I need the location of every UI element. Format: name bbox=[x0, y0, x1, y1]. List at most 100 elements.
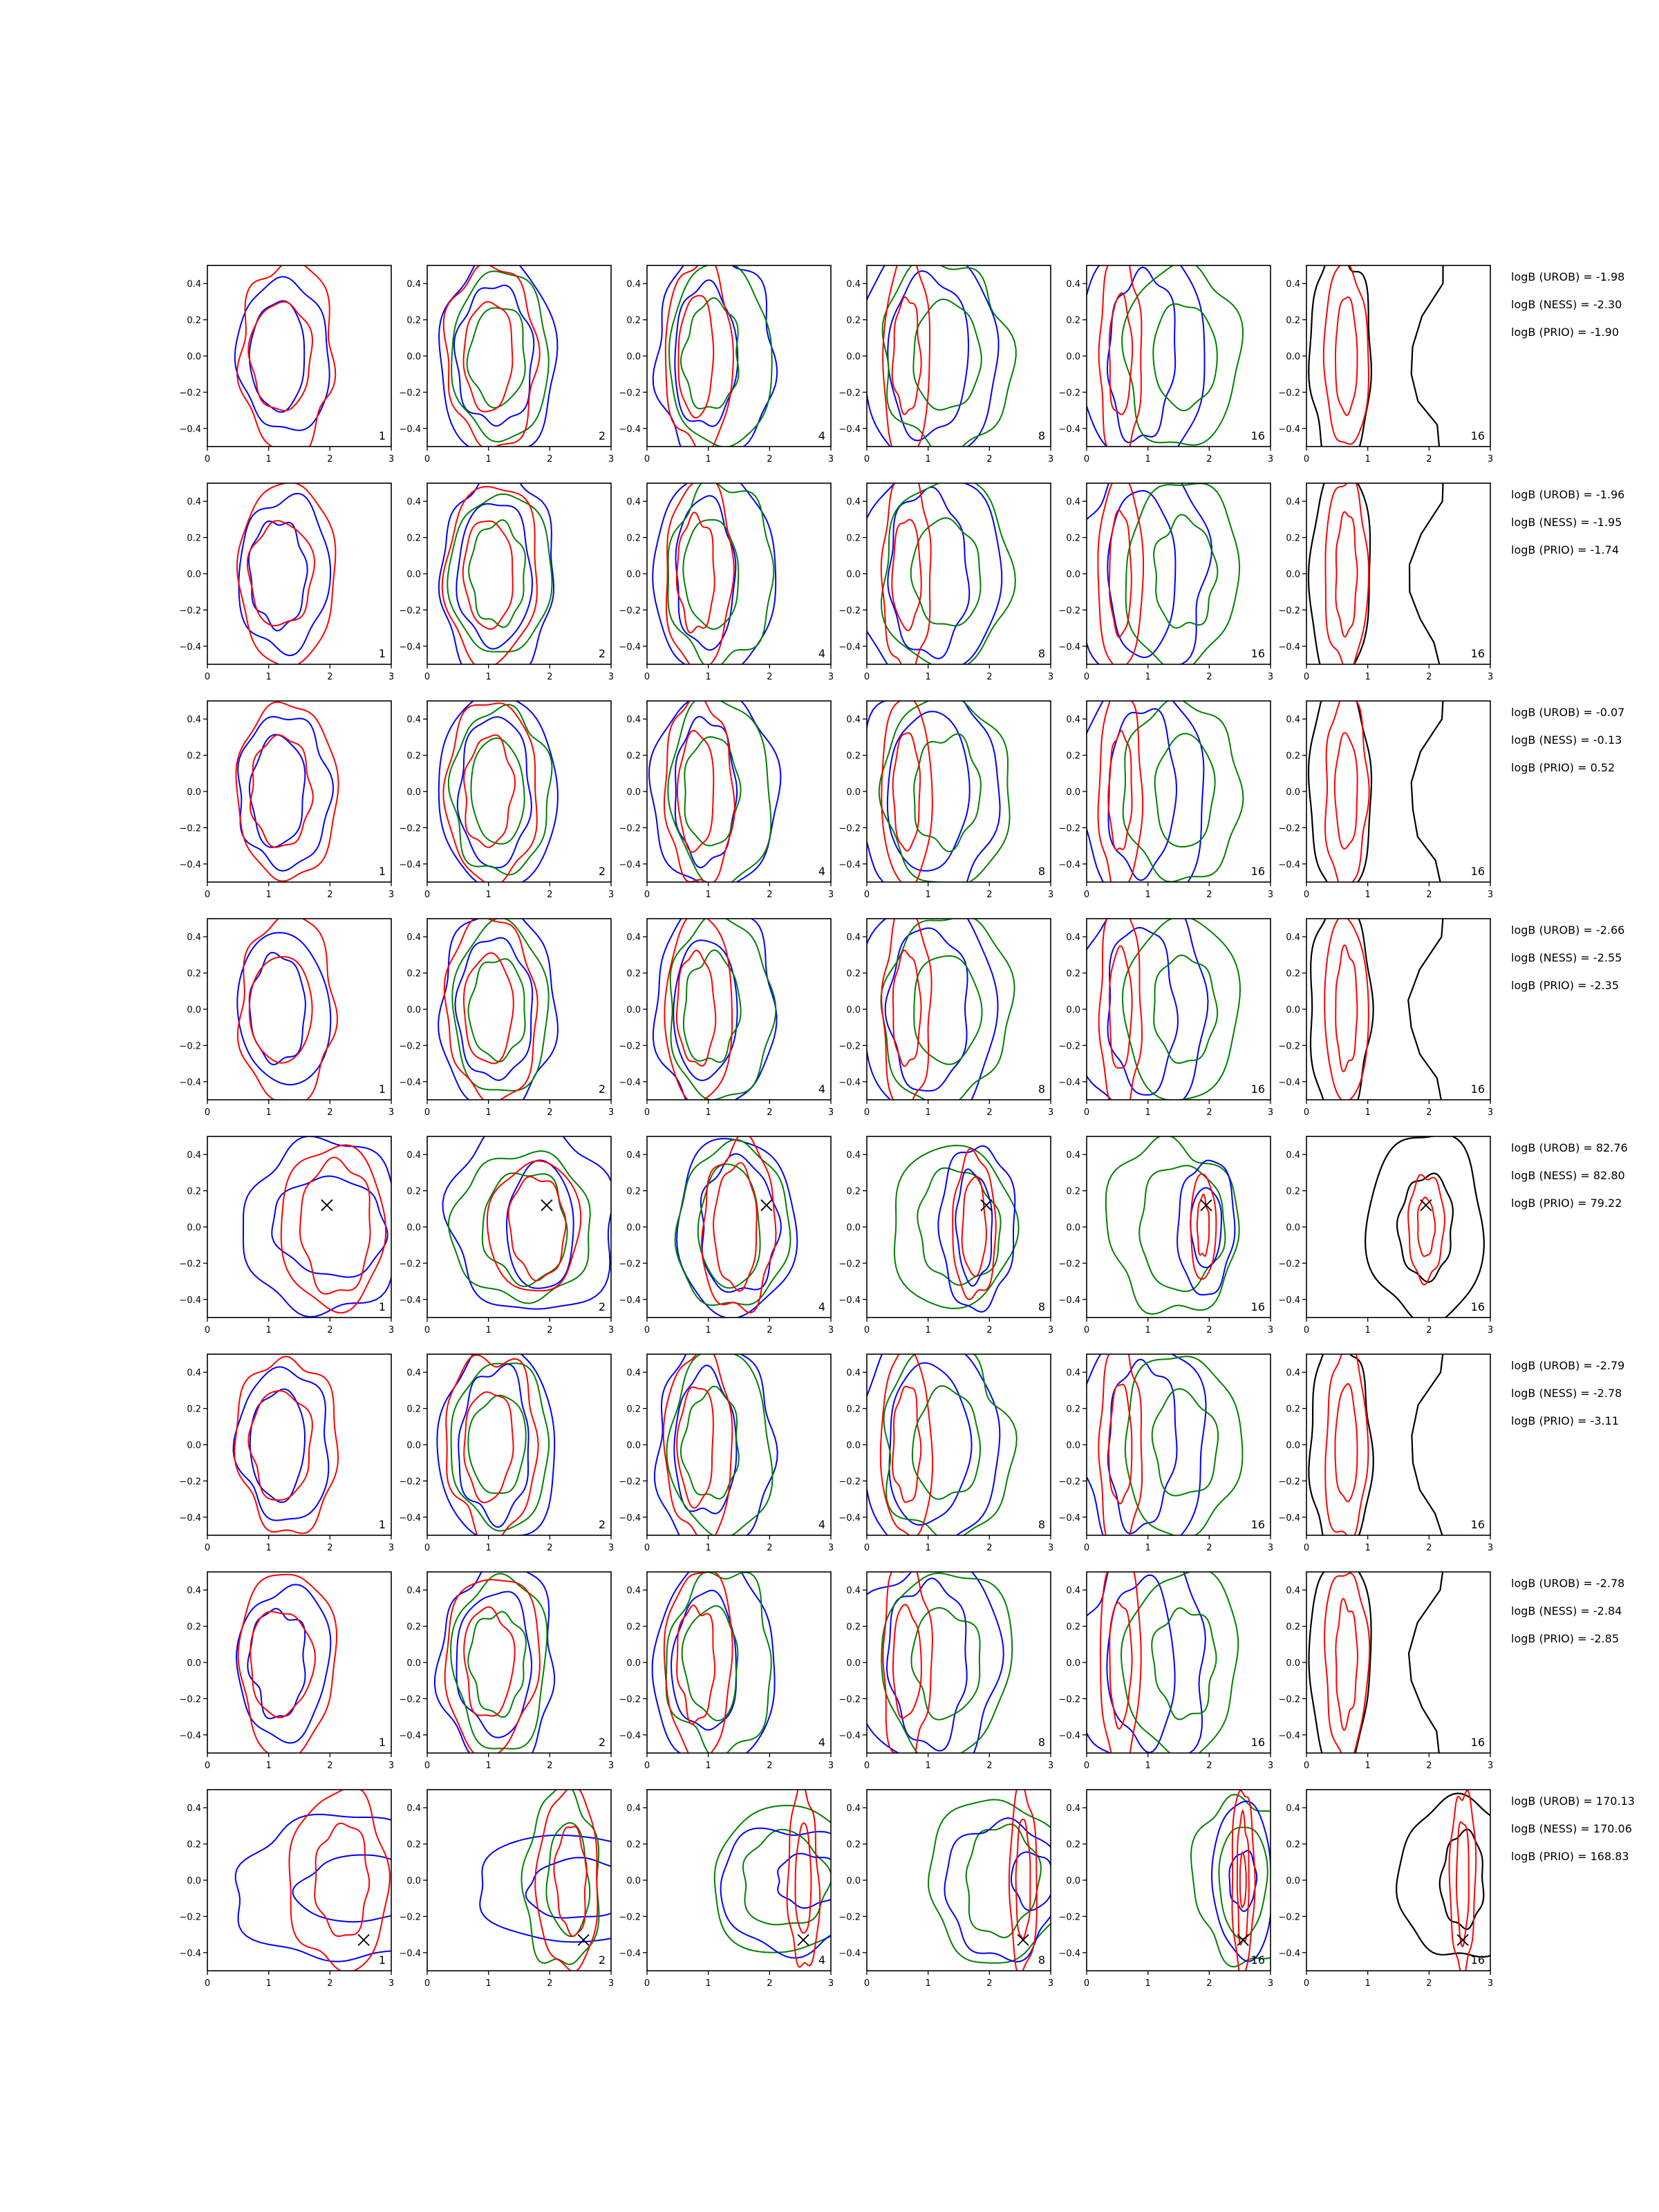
contour-group bbox=[867, 919, 1015, 1100]
contour-line bbox=[1335, 1597, 1358, 1732]
contour-line bbox=[1151, 1388, 1219, 1497]
y-tick-label: 0.4 bbox=[406, 279, 421, 290]
contour-group bbox=[867, 701, 1011, 882]
contour-line bbox=[884, 927, 968, 1092]
panel-number-label: 1 bbox=[379, 1082, 386, 1096]
y-tick-label: −0.2 bbox=[1058, 388, 1080, 398]
contour-line bbox=[961, 1176, 987, 1277]
y-tick-label: 0.2 bbox=[406, 1840, 421, 1850]
contour-line bbox=[458, 1363, 529, 1528]
x-tick-label: 3 bbox=[1048, 1543, 1053, 1553]
x-tick-label: 3 bbox=[608, 1325, 614, 1335]
contour-line bbox=[232, 1366, 330, 1521]
contour-group bbox=[867, 1572, 1013, 1753]
contour-line bbox=[944, 1817, 1051, 1963]
y-tick-label: 0.0 bbox=[1286, 1876, 1300, 1886]
y-tick-label: −0.2 bbox=[838, 1477, 861, 1487]
contour-group bbox=[652, 265, 778, 447]
panel-number-label: 4 bbox=[818, 1082, 825, 1096]
y-tick-label: −0.2 bbox=[619, 606, 641, 616]
contour-group bbox=[438, 919, 559, 1100]
x-tick-label: 0 bbox=[644, 1761, 650, 1771]
x-tick-label: 0 bbox=[644, 1543, 650, 1553]
contour-line bbox=[442, 265, 541, 447]
y-tick-label: −0.4 bbox=[179, 1078, 201, 1088]
panel-r2-c2: 0.4 0.2 0.0 −0.2 −0.4 0 1 2 3 2 bbox=[399, 482, 614, 682]
contour-line bbox=[249, 734, 314, 848]
x-tick-label: 0 bbox=[1084, 1543, 1089, 1553]
panel-r1-c3: 0.4 0.2 0.0 −0.2 −0.4 0 1 2 3 4 bbox=[619, 265, 834, 465]
y-tick-label: −0.4 bbox=[838, 1078, 861, 1088]
x-tick-label: 3 bbox=[388, 1107, 394, 1118]
panel-r8-c1: 0.40.20.0−0.2−0.40 1 2 31 bbox=[179, 1789, 394, 1989]
contour-line bbox=[667, 483, 775, 664]
y-tick-label: 0.0 bbox=[187, 570, 201, 580]
x-tick-label: 2 bbox=[547, 1978, 552, 1989]
panel-number-label: 1 bbox=[379, 1300, 386, 1313]
contour-line bbox=[892, 1604, 922, 1719]
axes-frame bbox=[646, 700, 832, 883]
x-tick-label: 0 bbox=[1304, 672, 1309, 682]
x-tick-label: 0 bbox=[1304, 890, 1309, 900]
x-tick-label: 3 bbox=[828, 1107, 834, 1118]
y-tick-label: 0.0 bbox=[406, 1005, 421, 1015]
y-tick-label: 0.2 bbox=[846, 1622, 861, 1633]
axes-frame bbox=[1086, 265, 1271, 447]
contour-group bbox=[1308, 1354, 1444, 1535]
contour-line bbox=[1236, 1809, 1250, 1946]
injection-marker bbox=[357, 1933, 370, 1947]
y-tick-label: 0.2 bbox=[626, 1840, 641, 1850]
y-tick-label: 0.0 bbox=[1286, 570, 1300, 580]
x-tick-label: 0 bbox=[1084, 1107, 1089, 1118]
panel-r5-c3: 0.4 0.2 0.0 −0.2 −0.4 0 1 2 3 4 bbox=[619, 1136, 834, 1335]
x-tick-label: 0 bbox=[424, 1543, 430, 1553]
x-tick-label: 3 bbox=[1488, 454, 1493, 465]
axes-frame bbox=[427, 1136, 612, 1318]
axes-frame bbox=[646, 1571, 832, 1754]
contour-line bbox=[545, 1821, 591, 1938]
contour-line bbox=[713, 1162, 758, 1292]
panel-r1-c4: 0.4 0.2 0.0 −0.2 −0.4 0 1 2 3 8 bbox=[838, 265, 1053, 465]
x-tick-label: 2 bbox=[767, 1325, 772, 1335]
y-tick-label: −0.4 bbox=[179, 642, 201, 653]
y-tick-label: 0.0 bbox=[187, 352, 201, 362]
contour-line bbox=[891, 296, 922, 415]
contour-line bbox=[651, 1572, 776, 1753]
panel-r6-c5: 0.4 0.2 0.0 −0.2 −0.4 0 1 2 3 16 bbox=[1058, 1353, 1273, 1553]
contour-group bbox=[1087, 483, 1241, 664]
contour-line bbox=[235, 701, 339, 882]
x-tick-label: 2 bbox=[1426, 1543, 1432, 1553]
contour-line bbox=[885, 1577, 968, 1752]
contour-group bbox=[1307, 483, 1444, 664]
y-tick-label: −0.4 bbox=[838, 1295, 861, 1306]
x-tick-label: 2 bbox=[1206, 1543, 1212, 1553]
x-tick-label: 2 bbox=[547, 454, 552, 465]
x-tick-label: 1 bbox=[486, 1107, 491, 1118]
x-tick-label: 3 bbox=[388, 1761, 394, 1771]
axes-frame bbox=[866, 700, 1051, 883]
contour-line bbox=[451, 270, 550, 443]
panel-number-label: 2 bbox=[599, 1518, 606, 1531]
x-tick-label: 1 bbox=[486, 1543, 491, 1553]
contour-line bbox=[894, 1145, 1020, 1309]
x-tick-label: 1 bbox=[486, 1978, 491, 1989]
x-tick-label: 3 bbox=[1268, 1978, 1273, 1989]
contour-line bbox=[1231, 1790, 1256, 1971]
contour-line bbox=[442, 1136, 611, 1310]
x-tick-label: 0 bbox=[1084, 1325, 1089, 1335]
y-tick-label: 0.4 bbox=[1066, 1803, 1080, 1814]
x-tick-label: 0 bbox=[644, 1978, 650, 1989]
x-tick-label: 1 bbox=[1145, 1761, 1151, 1771]
x-tick-label: 1 bbox=[706, 1543, 711, 1553]
logb-prio-text: logB (PRIO) = -1.90 bbox=[1511, 326, 1619, 339]
contour-line bbox=[882, 265, 931, 447]
contour-group bbox=[652, 483, 777, 664]
y-tick-label: 0.4 bbox=[406, 1586, 421, 1596]
y-tick-label: 0.2 bbox=[1286, 1187, 1300, 1197]
y-tick-label: 0.4 bbox=[846, 279, 861, 290]
contour-line bbox=[1120, 1572, 1239, 1753]
y-tick-label: 0.0 bbox=[846, 570, 861, 580]
axes-frame bbox=[207, 482, 392, 665]
contour-line bbox=[1239, 1851, 1247, 1909]
x-tick-label: 2 bbox=[1426, 672, 1432, 682]
